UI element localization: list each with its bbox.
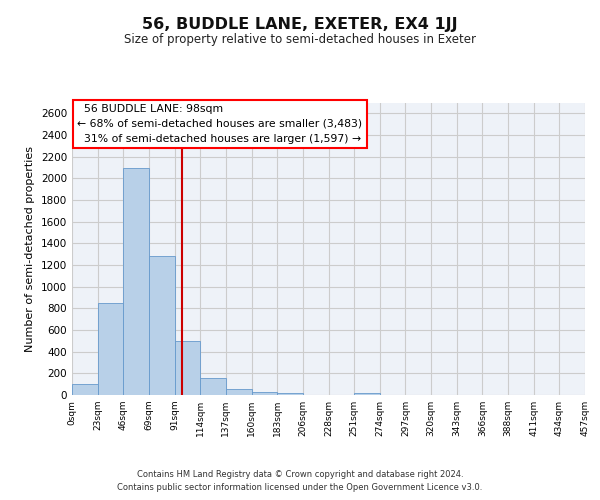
Bar: [251, 392, 277, 395]
Bar: [124, 168, 149, 395]
Text: Contains HM Land Registry data © Crown copyright and database right 2024.: Contains HM Land Registry data © Crown c…: [137, 470, 463, 479]
Bar: [277, 393, 303, 395]
Text: 56 BUDDLE LANE: 98sqm  
← 68% of semi-detached houses are smaller (3,483)
  31% : 56 BUDDLE LANE: 98sqm ← 68% of semi-deta…: [77, 104, 362, 144]
Bar: [98, 303, 124, 395]
Text: 56, BUDDLE LANE, EXETER, EX4 1JJ: 56, BUDDLE LANE, EXETER, EX4 1JJ: [142, 18, 458, 32]
Bar: [354, 393, 380, 395]
Y-axis label: Number of semi-detached properties: Number of semi-detached properties: [25, 146, 35, 352]
Bar: [72, 384, 98, 395]
Bar: [226, 388, 251, 395]
Bar: [149, 256, 175, 395]
Text: Size of property relative to semi-detached houses in Exeter: Size of property relative to semi-detach…: [124, 32, 476, 46]
Bar: [175, 341, 200, 395]
Bar: [200, 378, 226, 395]
Text: Contains public sector information licensed under the Open Government Licence v3: Contains public sector information licen…: [118, 484, 482, 492]
